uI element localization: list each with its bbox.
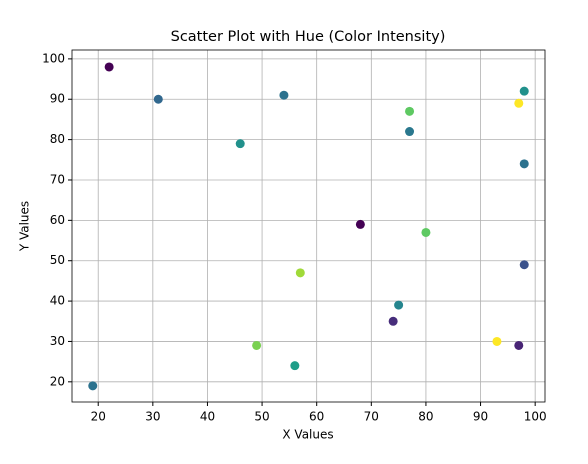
plot-frame — [71, 49, 546, 403]
point — [88, 381, 98, 391]
point — [355, 219, 365, 229]
point — [519, 159, 529, 169]
point — [421, 227, 431, 237]
x-tick-label: 20 — [91, 410, 106, 424]
y-tick-label: 90 — [50, 92, 65, 106]
x-tick-label: 60 — [309, 410, 324, 424]
point — [492, 336, 502, 346]
x-tick-label: 90 — [473, 410, 488, 424]
point — [394, 300, 404, 310]
y-tick-label: 100 — [42, 51, 65, 65]
x-tick-label: 100 — [524, 410, 547, 424]
point — [405, 127, 415, 137]
y-tick-label: 80 — [50, 132, 65, 146]
x-tick-label: 30 — [145, 410, 160, 424]
point — [388, 316, 398, 326]
point — [235, 139, 245, 149]
point — [405, 106, 415, 116]
point — [295, 268, 305, 278]
y-tick-label: 40 — [50, 294, 65, 308]
x-axis-label: X Values — [282, 428, 333, 442]
y-tick-label: 50 — [50, 253, 65, 267]
point — [153, 94, 163, 104]
y-tick-label: 30 — [50, 334, 65, 348]
y-tick-label: 60 — [50, 213, 65, 227]
point — [519, 86, 529, 96]
point — [279, 90, 289, 100]
chart-title: Scatter Plot with Hue (Color Intensity) — [171, 29, 446, 45]
x-tick-label: 50 — [254, 410, 269, 424]
x-tick-label: 70 — [364, 410, 379, 424]
x-tick-label: 80 — [418, 410, 433, 424]
y-axis-label: Y Values — [18, 201, 32, 252]
point — [514, 98, 524, 108]
point — [252, 340, 262, 350]
point — [290, 361, 300, 371]
x-tick-label: 40 — [200, 410, 215, 424]
point — [514, 340, 524, 350]
point — [519, 260, 529, 270]
point — [104, 62, 114, 72]
y-tick-label: 70 — [50, 172, 65, 186]
y-tick-label: 20 — [50, 374, 65, 388]
